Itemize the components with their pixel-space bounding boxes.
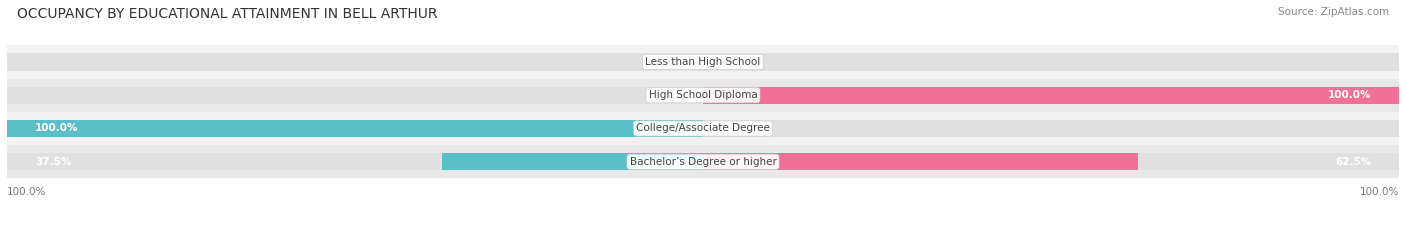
Bar	[7, 120, 703, 137]
Bar	[7, 112, 1399, 145]
Bar	[441, 153, 703, 170]
Bar	[7, 145, 1399, 178]
Text: 100.0%: 100.0%	[35, 123, 79, 134]
Text: 100.0%: 100.0%	[1360, 187, 1399, 197]
Bar	[703, 86, 1399, 104]
Text: 37.5%: 37.5%	[35, 157, 72, 167]
Text: OCCUPANCY BY EDUCATIONAL ATTAINMENT IN BELL ARTHUR: OCCUPANCY BY EDUCATIONAL ATTAINMENT IN B…	[17, 7, 437, 21]
Text: High School Diploma: High School Diploma	[648, 90, 758, 100]
Legend: Owner-occupied, Renter-occupied: Owner-occupied, Renter-occupied	[588, 230, 818, 233]
Text: College/Associate Degree: College/Associate Degree	[636, 123, 770, 134]
Text: Bachelor’s Degree or higher: Bachelor’s Degree or higher	[630, 157, 776, 167]
Text: Less than High School: Less than High School	[645, 57, 761, 67]
Text: 100.0%: 100.0%	[1327, 90, 1371, 100]
Bar	[7, 153, 1399, 170]
Bar	[703, 153, 1137, 170]
Text: 100.0%: 100.0%	[7, 187, 46, 197]
Text: Source: ZipAtlas.com: Source: ZipAtlas.com	[1278, 7, 1389, 17]
Bar	[7, 79, 1399, 112]
Text: 0.0%: 0.0%	[662, 90, 689, 100]
Bar	[7, 120, 1399, 137]
Bar	[7, 45, 1399, 79]
Text: 0.0%: 0.0%	[662, 57, 689, 67]
Text: 0.0%: 0.0%	[717, 123, 744, 134]
Bar	[7, 86, 1399, 104]
Text: 0.0%: 0.0%	[717, 57, 744, 67]
Text: 62.5%: 62.5%	[1334, 157, 1371, 167]
Bar	[7, 53, 1399, 71]
